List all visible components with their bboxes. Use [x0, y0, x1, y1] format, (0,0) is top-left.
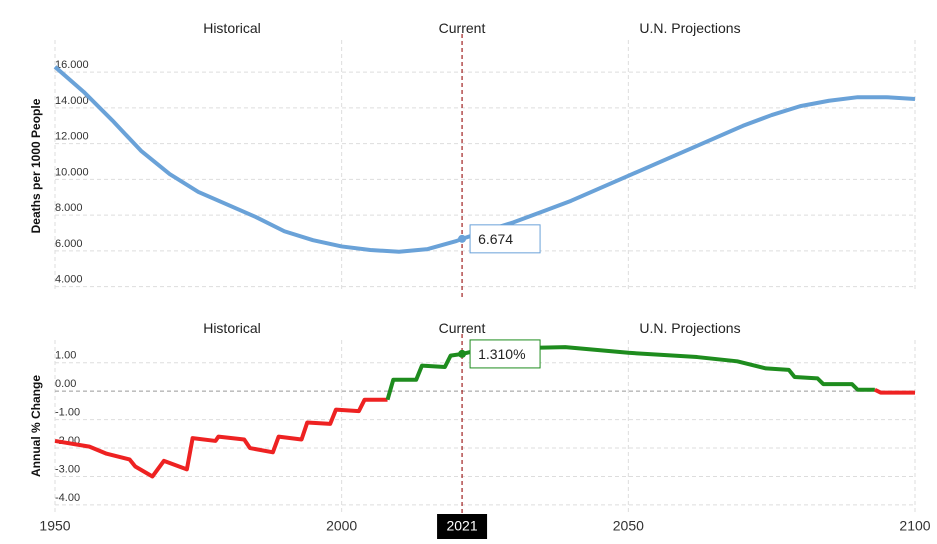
section-label: Current	[439, 320, 486, 336]
x-tick-label: 1950	[39, 518, 70, 534]
y-axis-title: Annual % Change	[29, 375, 43, 477]
y-tick-label: 14.000	[55, 95, 89, 107]
data-line	[385, 345, 875, 401]
highlight-point	[458, 349, 467, 358]
x-tick-label: 2100	[899, 518, 930, 534]
callout-box	[469, 339, 541, 369]
data-line	[54, 397, 388, 479]
section-label: Current	[439, 20, 486, 36]
x-tick-label: 2000	[326, 518, 357, 534]
y-tick-label: 1.00	[55, 350, 76, 362]
callout-box	[469, 224, 541, 254]
y-tick-label: 6.000	[55, 238, 83, 250]
y-tick-label: 16.000	[55, 59, 89, 71]
y-tick-label: 4.000	[55, 274, 83, 286]
data-line	[53, 65, 916, 254]
y-tick-label: 12.000	[55, 131, 89, 143]
y-tick-label: -1.00	[55, 407, 80, 419]
data-label: 6.674	[478, 231, 513, 247]
y-tick-label: 8.000	[55, 202, 83, 214]
section-label: Historical	[203, 320, 261, 336]
section-label: U.N. Projections	[639, 20, 740, 36]
y-axis-title: Deaths per 1000 People	[29, 98, 43, 233]
x-tick-label: 2050	[613, 518, 644, 534]
data-label: 1.310%	[478, 346, 525, 362]
y-tick-label: -4.00	[55, 492, 80, 504]
current-year-box	[437, 514, 488, 539]
data-line	[873, 387, 915, 395]
section-label: Historical	[203, 20, 261, 36]
y-tick-label: -3.00	[55, 463, 80, 475]
callout: 1.310%	[469, 339, 541, 369]
highlight-point	[458, 234, 467, 243]
section-label: U.N. Projections	[639, 320, 740, 336]
callout: 6.674	[469, 224, 541, 254]
y-tick-label: 0.00	[55, 378, 76, 390]
current-year-label: 2021	[446, 518, 477, 534]
y-tick-label: 10.000	[55, 166, 89, 178]
